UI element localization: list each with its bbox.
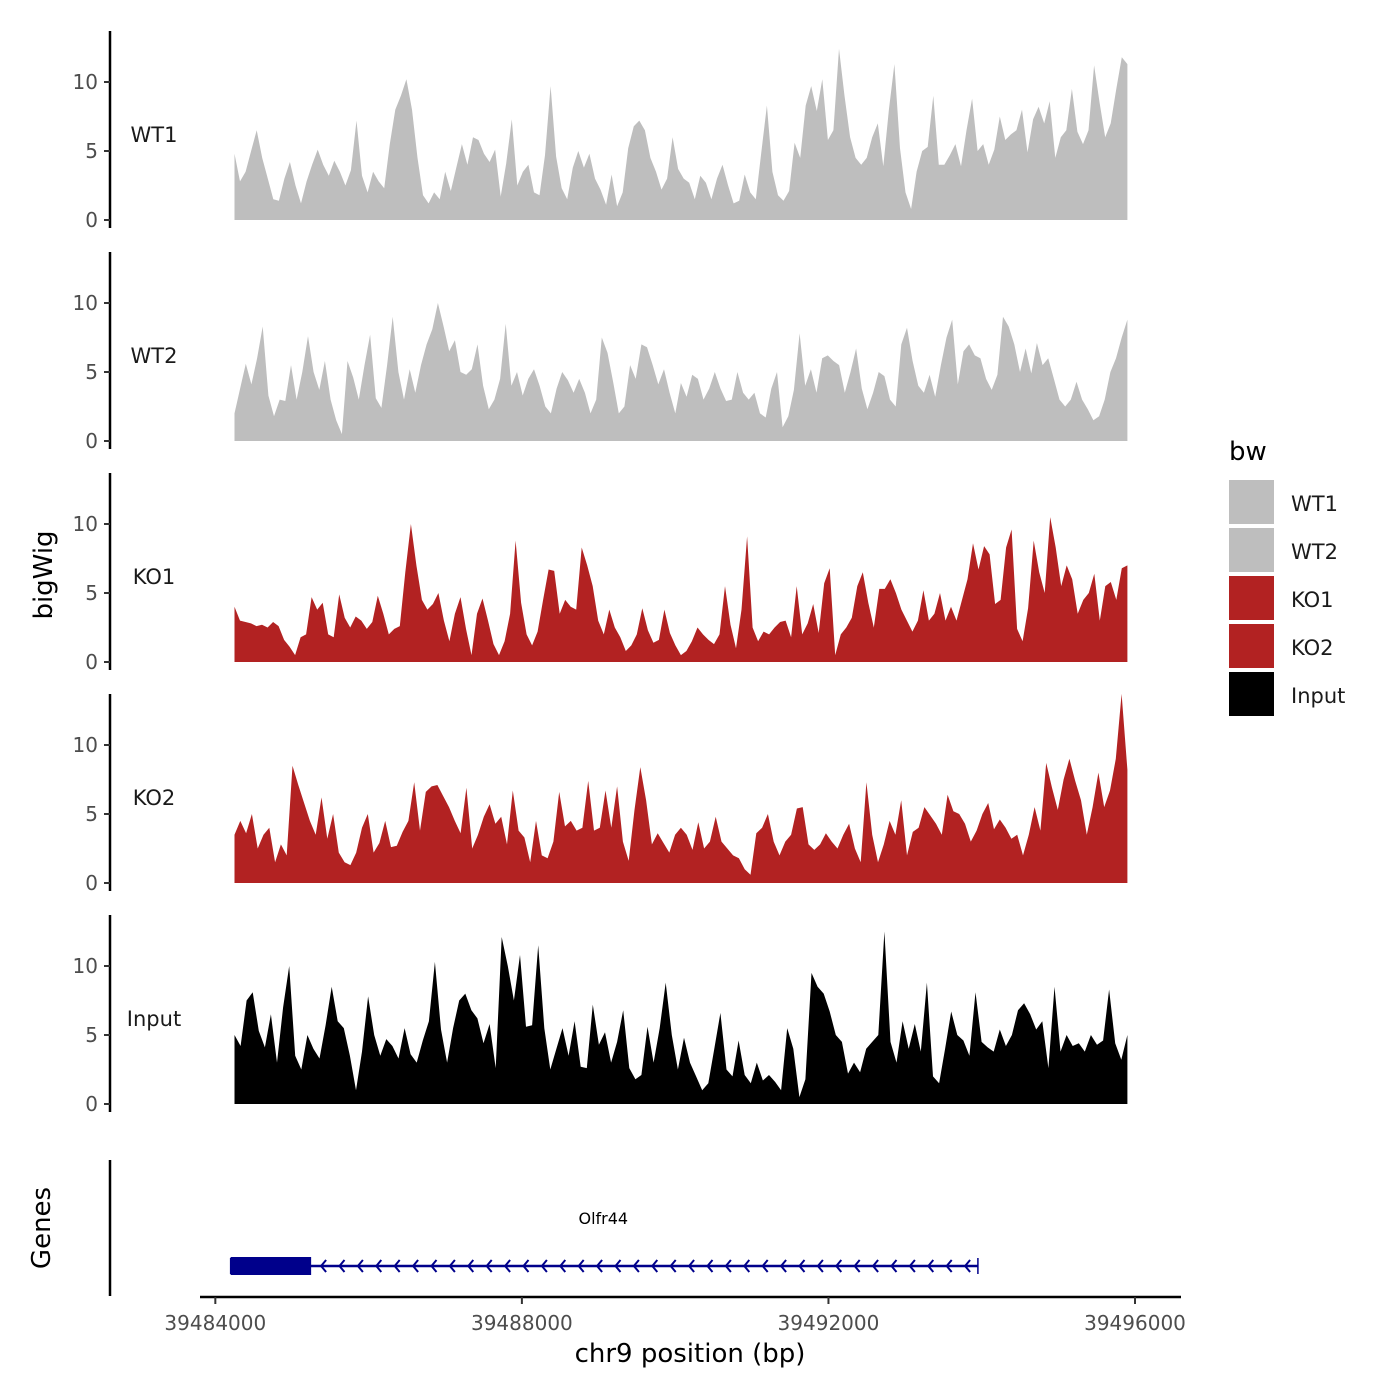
y-tick-label: 10 (73, 954, 98, 978)
track-label: KO1 (133, 565, 176, 589)
strand-chevron (411, 1259, 419, 1273)
y-tick-label: 5 (85, 360, 98, 384)
legend-label: KO2 (1291, 636, 1334, 660)
legend-item: Input (1229, 672, 1345, 716)
strand-chevron (724, 1259, 732, 1273)
strand-chevron (393, 1259, 401, 1273)
strand-chevron (650, 1259, 659, 1273)
strand-chevron (503, 1259, 511, 1273)
y-tick-label: 5 (85, 139, 98, 163)
y-tick-label: 10 (73, 70, 98, 94)
track-label: Input (127, 1007, 181, 1031)
legend-label: WT2 (1291, 540, 1338, 564)
strand-chevron (816, 1259, 824, 1273)
coverage-area-input (234, 931, 1128, 1104)
strand-chevron (522, 1259, 530, 1273)
strand-chevron (577, 1259, 585, 1273)
strand-chevron (945, 1259, 953, 1273)
strand-chevron (687, 1259, 695, 1273)
strand-chevron (890, 1259, 898, 1273)
strand-chevron (614, 1259, 622, 1273)
strand-chevron (926, 1259, 935, 1273)
y-tick-label: 10 (73, 512, 98, 536)
x-tick-label: 39492000 (778, 1311, 880, 1335)
coverage-area-wt2 (234, 303, 1128, 441)
strand-chevron (706, 1259, 714, 1273)
y-tick-label: 10 (73, 733, 98, 757)
strand-chevron (540, 1259, 548, 1273)
y-tick-label: 0 (85, 1092, 98, 1116)
legend-label: Input (1291, 684, 1345, 708)
coverage-area-ko1 (234, 517, 1128, 662)
coverage-area-wt1 (234, 48, 1128, 221)
x-axis: 39484000 39488000 39492000 39496000 (164, 1295, 1186, 1335)
x-axis-title: chr9 position (bp) (575, 1339, 806, 1369)
strand-chevron (466, 1259, 475, 1273)
genes-track: Genes Olfr44 (27, 1160, 979, 1296)
y-tick-label: 5 (85, 581, 98, 605)
strand-chevron (871, 1259, 879, 1273)
legend-label: KO1 (1291, 588, 1334, 612)
gene-name-label: Olfr44 (578, 1209, 628, 1228)
strand-chevron (834, 1259, 843, 1273)
y-tick-label: 0 (85, 208, 98, 232)
strand-chevron (595, 1259, 603, 1273)
y-axis-title: bigWig (29, 530, 59, 619)
legend-item: WT2 (1229, 528, 1338, 572)
track-input: 0 5 10 Input (73, 915, 1128, 1116)
strand-chevron (963, 1259, 971, 1273)
track-wt2: 0 5 10 WT2 (73, 252, 1128, 453)
strand-chevron (853, 1259, 861, 1273)
track-label: WT1 (131, 123, 178, 147)
coverage-area-ko2 (234, 693, 1128, 883)
legend-title: bw (1229, 437, 1267, 467)
legend-swatch (1229, 672, 1274, 716)
strand-chevron (485, 1259, 493, 1273)
gene-olfr44: Olfr44 (229, 1209, 979, 1275)
strand-chevron (558, 1259, 567, 1273)
strand-chevron (448, 1259, 456, 1273)
track-ko2: 0 5 10 KO2 (73, 693, 1128, 895)
strand-chevron (632, 1259, 640, 1273)
legend-label: WT1 (1291, 492, 1338, 516)
legend-item: KO2 (1229, 624, 1334, 668)
legend-item: WT1 (1229, 480, 1338, 524)
y-tick-label: 0 (85, 650, 98, 674)
strand-chevron (374, 1259, 383, 1273)
strand-chevron (798, 1259, 806, 1273)
x-tick-label: 39484000 (164, 1311, 266, 1335)
strand-chevron (319, 1259, 327, 1273)
track-label: WT2 (131, 344, 178, 368)
strand-chevron (669, 1259, 677, 1273)
y-tick-label: 0 (85, 429, 98, 453)
legend-swatch (1229, 576, 1274, 620)
legend: bw WT1 WT2 KO1 KO2 Input (1229, 437, 1345, 716)
strand-chevron (338, 1259, 346, 1273)
track-ko1: 0 5 10 KO1 (73, 473, 1128, 674)
track-wt1: 0 5 10 WT1 (73, 31, 1128, 232)
legend-item: KO1 (1229, 576, 1334, 620)
strand-chevron (908, 1259, 916, 1273)
legend-swatch (1229, 480, 1274, 524)
y-tick-label: 10 (73, 291, 98, 315)
x-tick-label: 39496000 (1084, 1311, 1186, 1335)
strand-chevron (779, 1259, 787, 1273)
legend-swatch (1229, 624, 1274, 668)
y-tick-label: 0 (85, 871, 98, 895)
strand-chevron (430, 1259, 438, 1273)
x-tick-label: 39488000 (471, 1311, 573, 1335)
track-label: KO2 (133, 786, 176, 810)
y-tick-label: 5 (85, 1023, 98, 1047)
strand-chevron (761, 1259, 769, 1273)
strand-chevron (356, 1259, 364, 1273)
legend-swatch (1229, 528, 1274, 572)
strand-chevron (742, 1259, 751, 1273)
genes-track-title: Genes (27, 1187, 57, 1269)
y-tick-label: 5 (85, 802, 98, 826)
gene-exon (230, 1257, 312, 1275)
coverage-tracks: 0 5 10 WT1 0 5 10 WT2 0 5 10 KO1 0 5 10 KO2 0 5 10 Input (73, 31, 1128, 1116)
